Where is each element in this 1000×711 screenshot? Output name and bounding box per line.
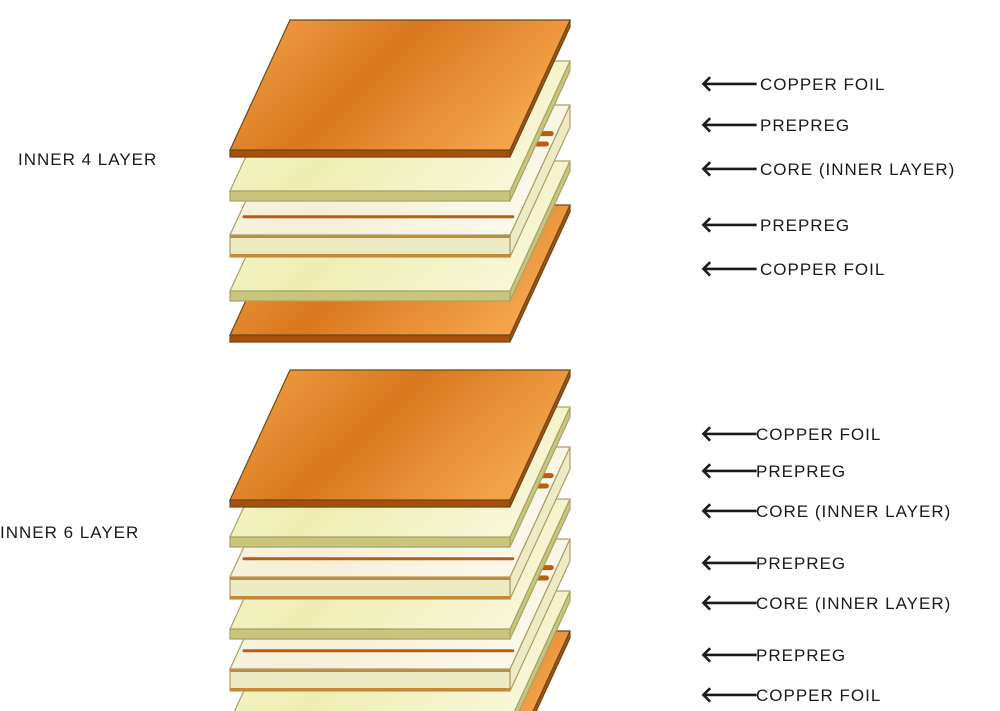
layer-label: COPPER FOIL — [760, 260, 885, 280]
layer-label: PREPREG — [756, 646, 846, 666]
pointer-arrow-icon: 🡐 — [700, 642, 759, 668]
pointer-arrow-icon: 🡐 — [700, 590, 759, 616]
pointer-arrow-icon: 🡐 — [700, 212, 759, 238]
layer-label: COPPER FOIL — [756, 425, 881, 445]
layer-label: PREPREG — [756, 554, 846, 574]
section-title: INNER 6 LAYER — [0, 523, 139, 543]
pointer-arrow-icon: 🡐 — [700, 156, 759, 182]
pointer-arrow-icon: 🡐 — [700, 550, 759, 576]
pointer-arrow-icon: 🡐 — [700, 112, 759, 138]
layer-label: PREPREG — [756, 462, 846, 482]
layer-label: COPPER FOIL — [760, 75, 885, 95]
pointer-arrow-icon: 🡐 — [700, 458, 759, 484]
pointer-arrow-icon: 🡐 — [700, 71, 759, 97]
layer-label: CORE (INNER LAYER) — [756, 502, 951, 522]
layer-label: PREPREG — [760, 116, 850, 136]
pointer-arrow-icon: 🡐 — [700, 421, 759, 447]
section-title: INNER 4 LAYER — [18, 150, 157, 170]
layer-label: COPPER FOIL — [756, 686, 881, 706]
pointer-arrow-icon: 🡐 — [700, 498, 759, 524]
pcb-stackup-diagram: INNER 4 LAYER🡐COPPER FOIL🡐PREPREG🡐CORE (… — [0, 0, 1000, 711]
layer-label: CORE (INNER LAYER) — [760, 160, 955, 180]
pointer-arrow-icon: 🡐 — [700, 256, 759, 282]
layer-label: CORE (INNER LAYER) — [756, 594, 951, 614]
layer-label: PREPREG — [760, 216, 850, 236]
pointer-arrow-icon: 🡐 — [700, 682, 759, 708]
